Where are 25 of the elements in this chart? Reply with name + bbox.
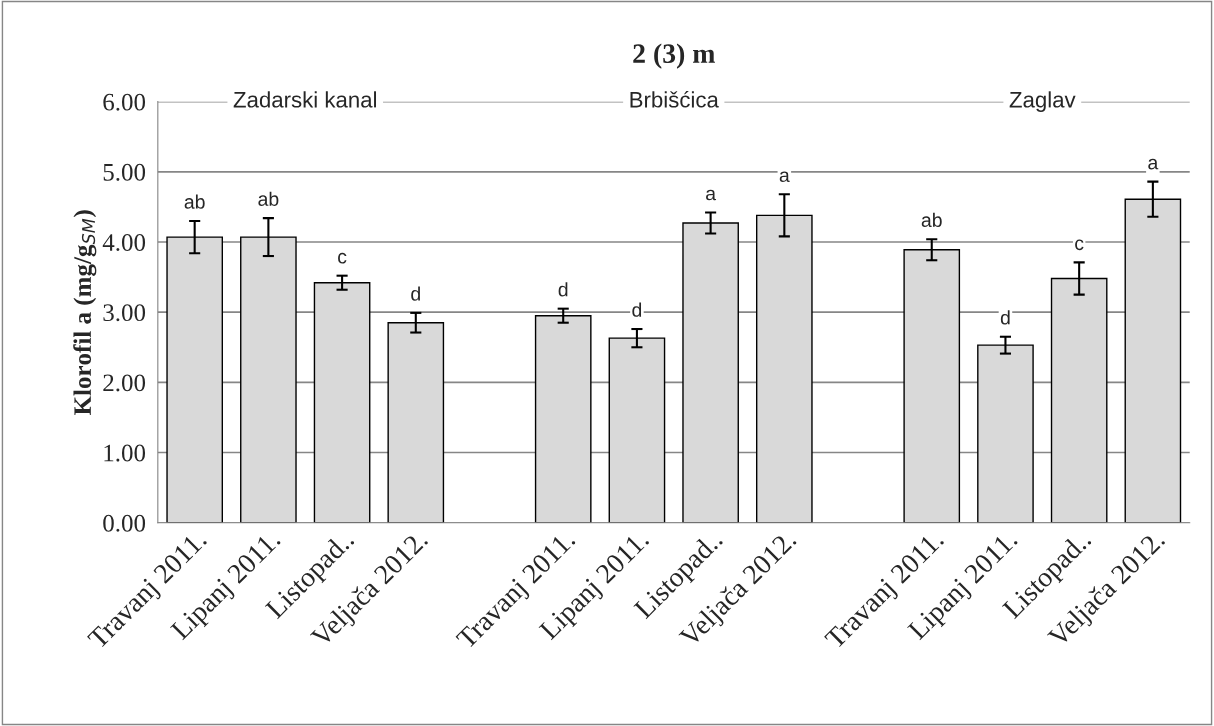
y-tick-label: 2.00 xyxy=(103,374,146,392)
chart-title: 2 (3) m xyxy=(633,43,715,69)
y-tick-label: 5.00 xyxy=(103,163,146,181)
data-label: c xyxy=(1075,239,1084,251)
annotation: Brbišćica xyxy=(630,91,719,108)
annotation: Zadarski kanal xyxy=(233,91,377,108)
data-label: d xyxy=(558,282,568,297)
y-tick-label: 4.00 xyxy=(102,234,146,252)
y-tick-label: 0.00 xyxy=(103,514,146,532)
annotation: Zaglav xyxy=(1009,91,1076,112)
data-label: a xyxy=(779,171,790,183)
data-label: ab xyxy=(184,194,205,209)
data-label: d xyxy=(632,302,642,317)
data-label: d xyxy=(411,286,420,301)
data-label: a xyxy=(706,189,717,201)
y-tick-label: 6.00 xyxy=(103,93,146,111)
y-tick-label: 1.00 xyxy=(104,444,146,462)
bar xyxy=(534,314,592,523)
data-label: c xyxy=(338,252,347,264)
data-label: d xyxy=(1000,310,1010,325)
y-tick-label: 3.00 xyxy=(103,304,146,322)
data-label: a xyxy=(1148,158,1159,170)
y-axis-title: Klorofil a (mg/g$_{SM}$) xyxy=(73,210,97,415)
data-label: ab xyxy=(921,212,942,228)
data-label: ab xyxy=(258,191,279,206)
